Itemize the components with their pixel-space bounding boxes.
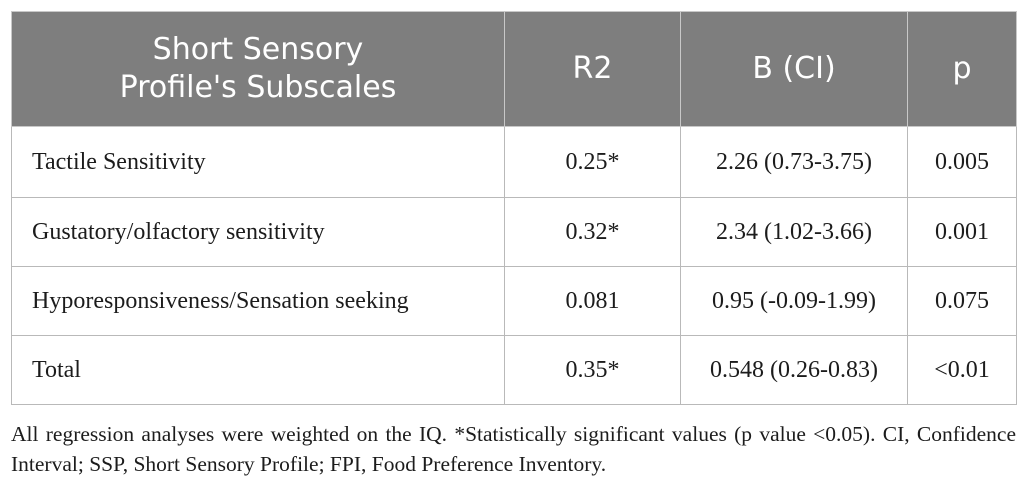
cell-p: <0.01 [907, 335, 1017, 405]
header-p: p [907, 11, 1017, 127]
table-row: Tactile Sensitivity 0.25* 2.26 (0.73-3.7… [11, 126, 1017, 198]
table-row: Gustatory/olfactory sensitivity 0.32* 2.… [11, 197, 1017, 267]
cell-r2: 0.081 [504, 266, 681, 336]
cell-p: 0.005 [907, 126, 1017, 198]
header-b-ci: B (CI) [680, 11, 908, 127]
cell-r2: 0.35* [504, 335, 681, 405]
table-footnote: All regression analyses were weighted on… [11, 422, 1016, 476]
table-row: Total 0.35* 0.548 (0.26-0.83) <0.01 [11, 335, 1017, 405]
row-label: Total [11, 335, 505, 405]
cell-b-ci: 2.26 (0.73-3.75) [680, 126, 908, 198]
cell-b-ci: 2.34 (1.02-3.66) [680, 197, 908, 267]
cell-b-ci: 0.95 (-0.09-1.99) [680, 266, 908, 336]
row-label: Tactile Sensitivity [11, 126, 505, 198]
row-label: Hyporesponsiveness/Sensation seeking [11, 266, 505, 336]
cell-r2: 0.32* [504, 197, 681, 267]
table-row: Hyporesponsiveness/Sensation seeking 0.0… [11, 266, 1017, 336]
cell-p: 0.075 [907, 266, 1017, 336]
table-header-row: Short Sensory Profile's Subscales R2 B (… [11, 11, 1017, 127]
regression-results-table: Short Sensory Profile's Subscales R2 B (… [11, 11, 1017, 405]
row-label: Gustatory/olfactory sensitivity [11, 197, 505, 267]
header-subscales: Short Sensory Profile's Subscales [11, 11, 505, 127]
cell-p: 0.001 [907, 197, 1017, 267]
cell-r2: 0.25* [504, 126, 681, 198]
cell-b-ci: 0.548 (0.26-0.83) [680, 335, 908, 405]
results-table-container: Short Sensory Profile's Subscales R2 B (… [11, 11, 1017, 405]
header-r2: R2 [504, 11, 681, 127]
